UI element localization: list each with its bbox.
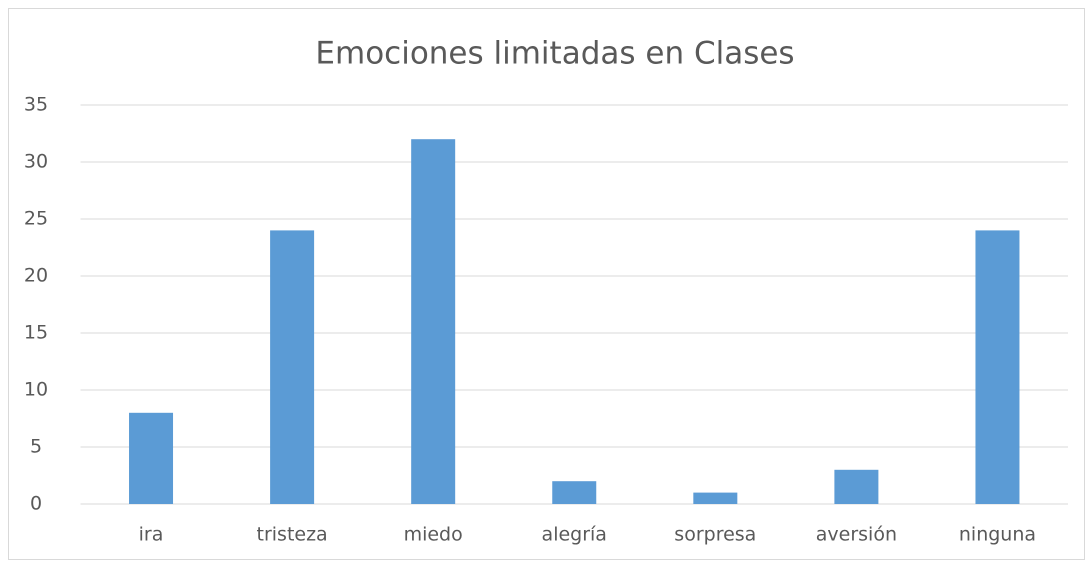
bar — [129, 412, 174, 504]
x-tick-label: aversión — [816, 524, 897, 546]
bar — [693, 492, 738, 504]
x-tick-label: sorpresa — [674, 524, 756, 546]
y-tick-label: 25 — [24, 208, 48, 230]
bar — [270, 230, 315, 504]
x-tick-label: miedo — [404, 524, 463, 546]
bar — [552, 481, 597, 504]
bar — [834, 469, 879, 504]
x-tick-label: ira — [139, 524, 164, 546]
y-tick-label: 5 — [30, 436, 42, 458]
y-tick-label: 35 — [24, 94, 48, 116]
x-tick-label: tristeza — [257, 524, 328, 546]
y-tick-label: 15 — [24, 322, 48, 344]
x-tick-label: alegría — [542, 524, 607, 546]
bar — [411, 139, 456, 504]
y-tick-label: 10 — [24, 379, 48, 401]
chart-title: Emociones limitadas en Clases — [315, 36, 794, 72]
x-tick-label: ninguna — [959, 524, 1036, 546]
chart-frame — [8, 8, 1085, 560]
y-tick-label: 0 — [30, 493, 42, 515]
y-tick-label: 20 — [24, 265, 48, 287]
bar — [975, 230, 1020, 504]
y-tick-label: 30 — [24, 151, 48, 173]
